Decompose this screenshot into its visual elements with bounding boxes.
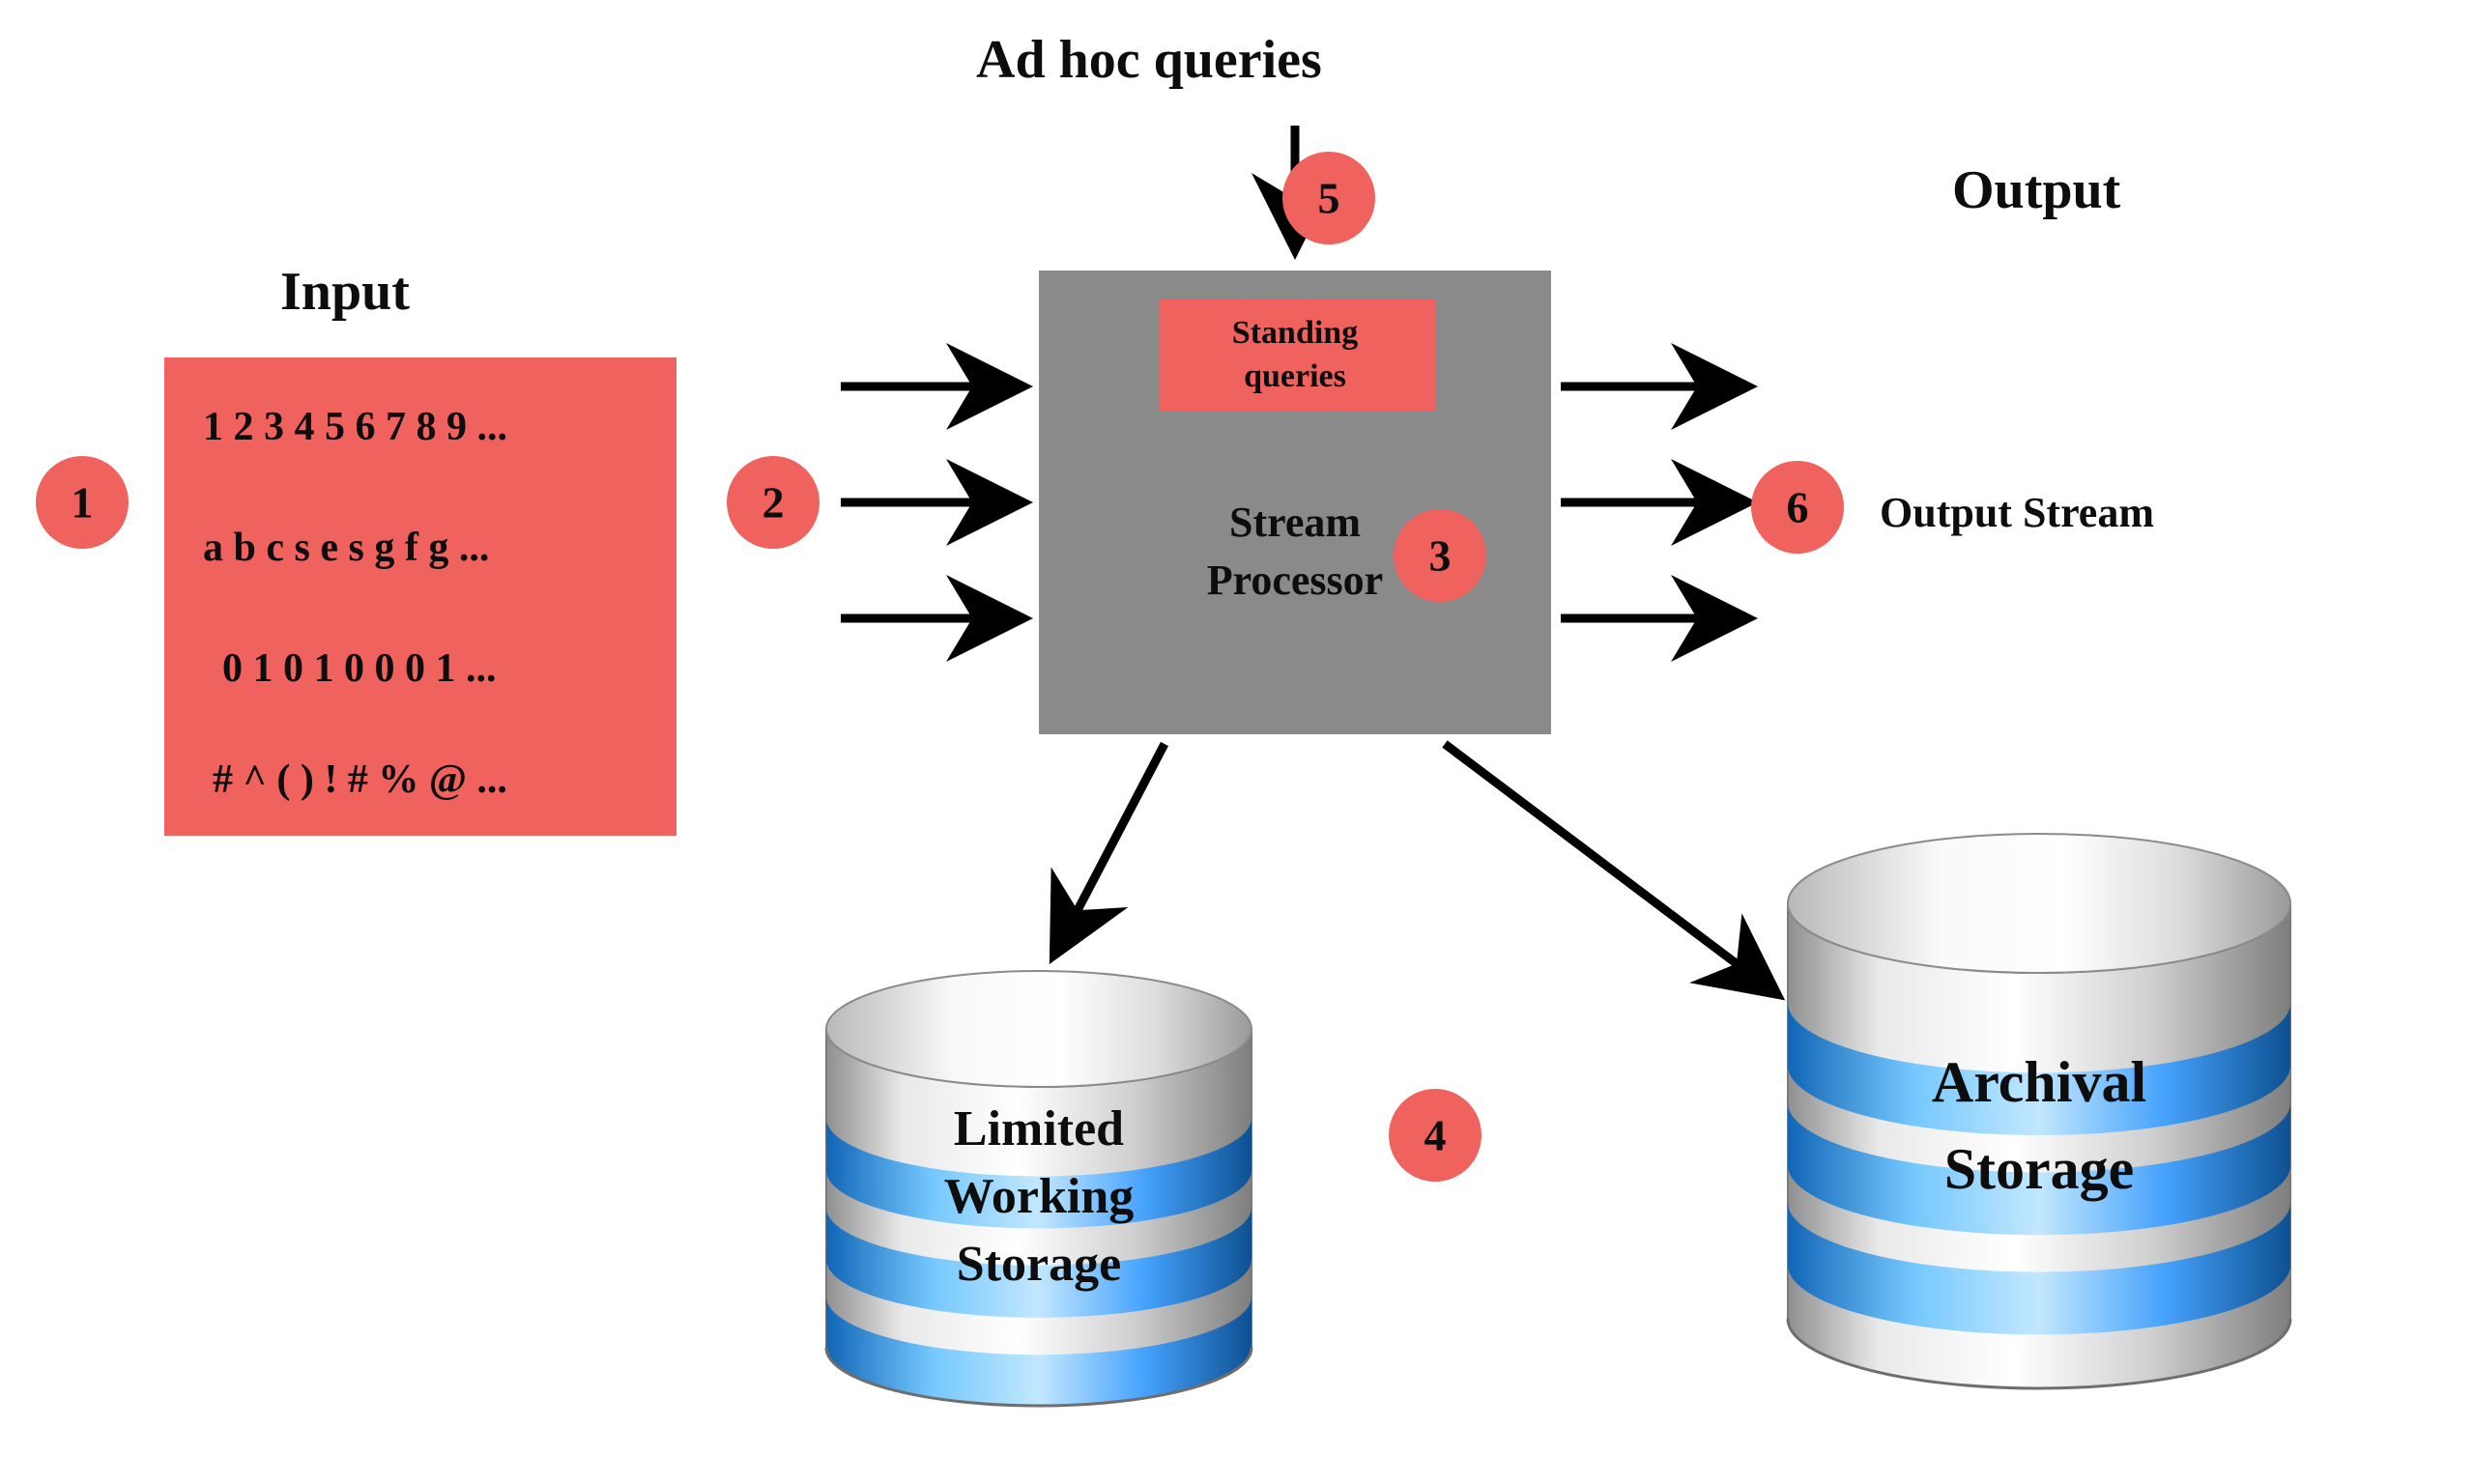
badge-5: 5 <box>1282 152 1375 244</box>
archival-storage-l2: Storage <box>1944 1137 2135 1201</box>
working-storage-l2: Working <box>944 1169 1135 1224</box>
adhoc-heading: Ad hoc queries <box>976 30 1322 90</box>
badge-4: 4 <box>1389 1089 1482 1182</box>
arrow-to-working-storage <box>1053 744 1165 956</box>
output-heading: Output <box>1952 160 2121 220</box>
input-line-4: # ^ ( ) ! # % @ ... <box>213 757 507 802</box>
arrow-to-archival-storage <box>1445 744 1778 995</box>
input-line-1: 1 2 3 4 5 6 7 8 9 ... <box>203 405 507 449</box>
input-heading: Input <box>280 262 410 322</box>
svg-text:4: 4 <box>1424 1111 1447 1160</box>
archival-storage-l1: Archival <box>1932 1050 2146 1114</box>
badge-6: 6 <box>1751 461 1844 554</box>
standing-queries-l1: Standing <box>1232 315 1358 351</box>
stream-processor-l1: Stream <box>1229 499 1361 546</box>
svg-text:6: 6 <box>1787 483 1809 532</box>
svg-text:2: 2 <box>762 478 785 528</box>
working-storage-l1: Limited <box>954 1101 1124 1156</box>
badge-2: 2 <box>727 456 820 549</box>
diagram-canvas: 1 2 3 4 5 6 7 8 9 ... a b c s e s g f g … <box>0 0 2474 1484</box>
input-line-3: 0 1 0 1 0 0 0 1 ... <box>222 646 497 691</box>
svg-text:5: 5 <box>1318 174 1340 223</box>
badge-3: 3 <box>1394 509 1486 602</box>
badge-1: 1 <box>36 456 129 549</box>
svg-text:1: 1 <box>72 478 94 528</box>
working-storage-l3: Storage <box>957 1237 1121 1292</box>
input-line-2: a b c s e s g f g ... <box>203 526 489 570</box>
standing-queries-l2: queries <box>1244 358 1346 394</box>
output-stream-label: Output Stream <box>1880 489 2154 536</box>
svg-text:3: 3 <box>1429 531 1452 581</box>
stream-processor-l2: Processor <box>1207 556 1383 604</box>
